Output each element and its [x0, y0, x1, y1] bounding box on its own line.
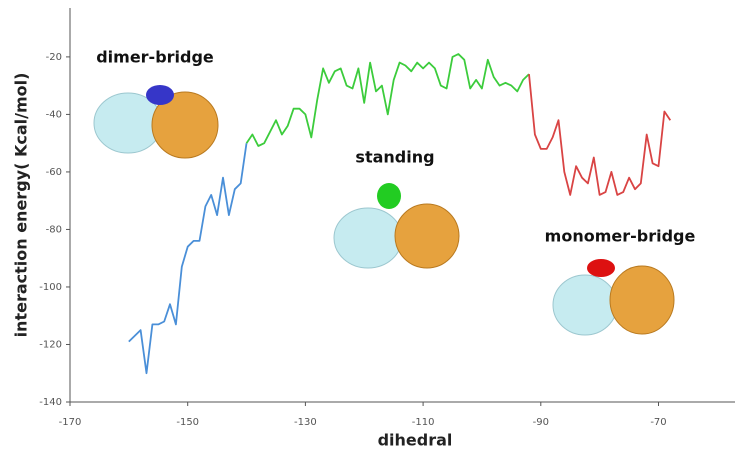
x-tick-label: -90 [533, 417, 549, 428]
x-tick-label: -170 [59, 417, 82, 428]
x-axis-label: dihedral [378, 431, 453, 450]
x-tick-label: -150 [176, 417, 199, 428]
y-tick-label: -60 [46, 167, 62, 178]
annotation: standing [355, 148, 434, 167]
y-tick-label: -100 [39, 282, 62, 293]
y-tick-label: -80 [46, 224, 62, 235]
y-tick-label: -140 [39, 397, 62, 408]
protein-monomer-bridge [552, 259, 675, 336]
protein-standing [333, 183, 460, 269]
x-tick-label: -110 [412, 417, 435, 428]
annotation: monomer-bridge [545, 227, 696, 246]
annotation: dimer-bridge [96, 48, 214, 67]
x-tick-label: -130 [294, 417, 317, 428]
line-series [245, 53, 530, 147]
x-tick-label: -70 [650, 417, 666, 428]
y-tick-label: -20 [46, 52, 62, 63]
line-series [128, 143, 248, 375]
line-series [528, 74, 672, 196]
y-axis-label: interaction energy( Kcal/mol) [12, 73, 31, 338]
y-tick-label: -120 [39, 339, 62, 350]
protein-dimer-bridge [93, 85, 219, 159]
y-tick-label: -40 [46, 109, 62, 120]
